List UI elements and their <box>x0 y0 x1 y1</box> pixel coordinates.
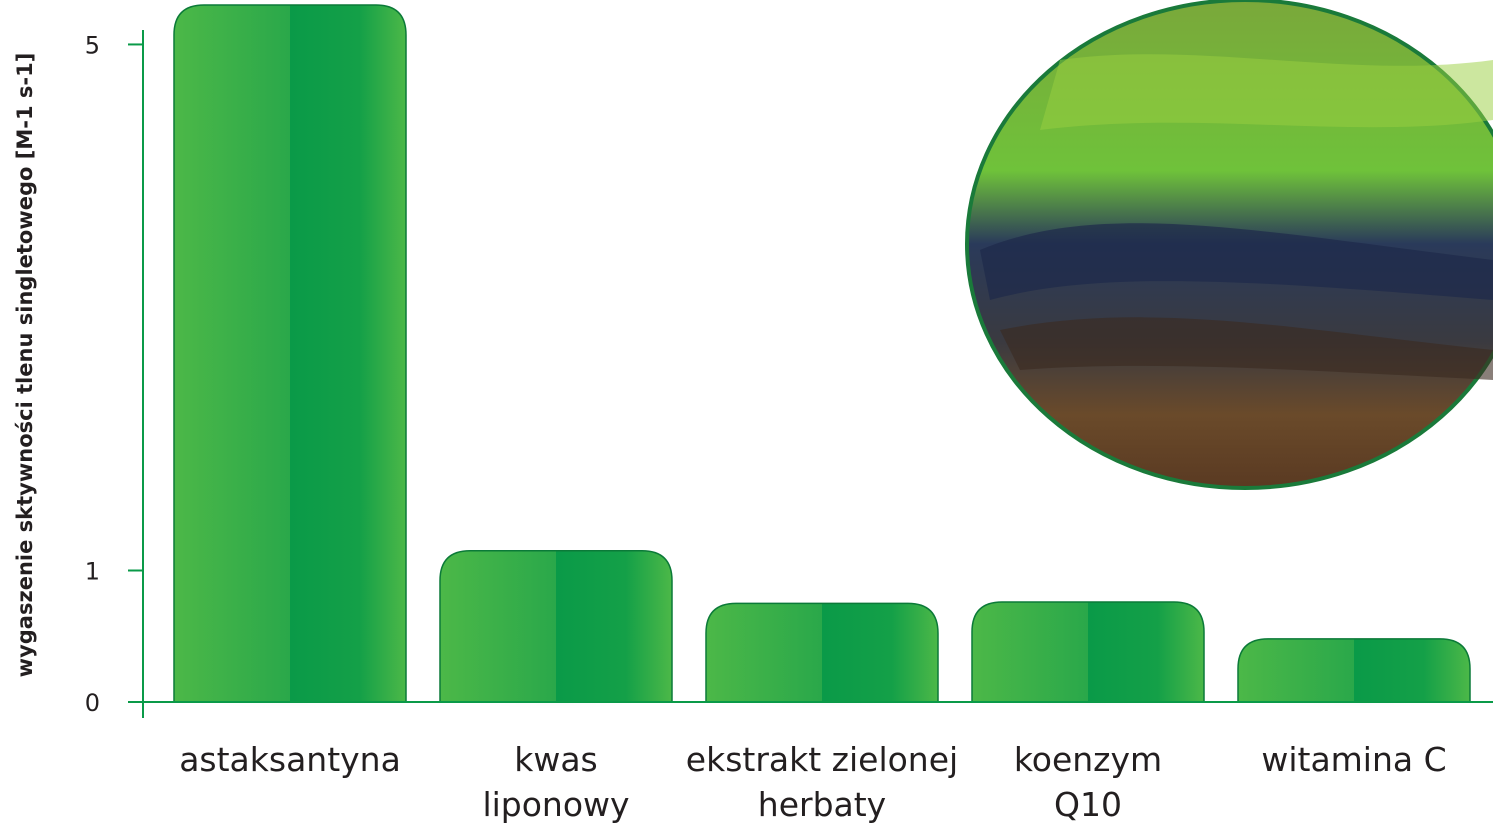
bar <box>1237 638 1471 703</box>
y-tick-label: 5 <box>85 31 100 59</box>
y-tick-label: 0 <box>85 689 100 717</box>
x-tick-label: witamina C <box>1261 740 1446 779</box>
x-tick-label: ekstrakt zielonej <box>686 740 958 779</box>
bar <box>705 602 939 703</box>
bar <box>971 601 1205 703</box>
x-tick-label: kwas <box>514 740 598 779</box>
x-tick-label: koenzym <box>1014 740 1162 779</box>
x-tick-label: herbaty <box>758 785 886 824</box>
photo <box>965 0 1493 490</box>
y-axis-label: wygaszenie sktywności tlenu singletowego… <box>13 53 37 678</box>
bar <box>173 4 407 703</box>
x-tick-label: liponowy <box>482 785 629 824</box>
y-tick-label: 1 <box>85 557 100 585</box>
bar <box>439 550 673 703</box>
x-tick-label: Q10 <box>1054 785 1122 824</box>
x-tick-label: astaksantyna <box>179 740 401 779</box>
